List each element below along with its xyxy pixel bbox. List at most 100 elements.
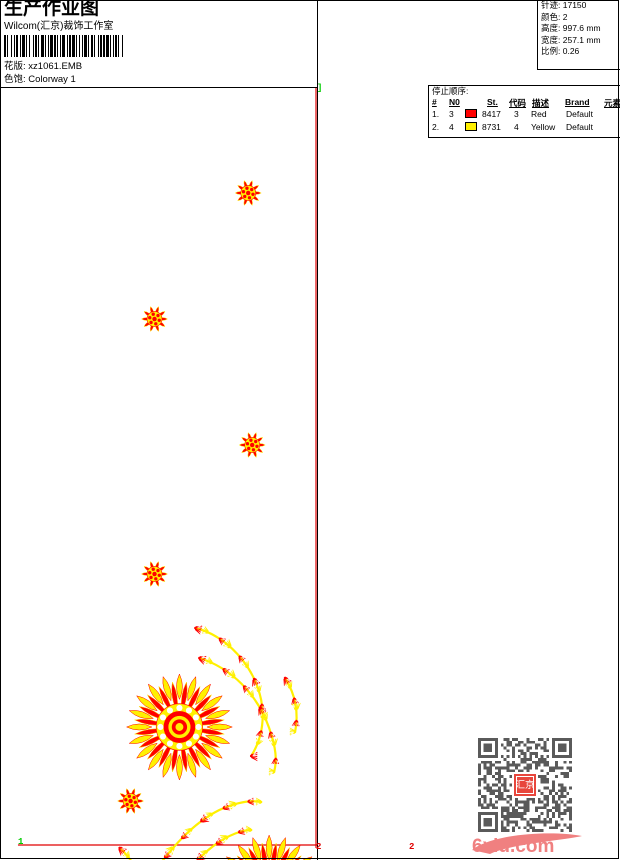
- color-table-row: 2. 4 8731 4 Yellow Default: [429, 122, 620, 135]
- specification-box: 针迹: 17150 颜色: 2 高度: 997.6 mm 宽度: 257.1 mm 比例…: [537, 0, 620, 70]
- design-canvas: [0, 88, 318, 860]
- color-sequence-panel: 停止顺序: # N0 St. 代码 描述 Brand 元素 1. 3 8417 3 Re…: [428, 85, 620, 138]
- spec-label: 宽度:: [541, 34, 561, 45]
- vine-sprig: [242, 660, 250, 669]
- cell-brand: Default: [566, 122, 593, 132]
- cell-description: Red: [531, 109, 547, 119]
- th-description: 描述: [532, 98, 550, 108]
- vine-sprig: [222, 667, 230, 677]
- small-flower: [141, 306, 168, 332]
- vine-sprig: [218, 637, 226, 646]
- vine-sprig: [228, 800, 238, 810]
- small-flower: [238, 432, 266, 458]
- vine-sprig: [122, 850, 130, 859]
- vine-sprig: [219, 835, 229, 844]
- vine-sprig: [249, 751, 258, 762]
- small-flower: [117, 788, 145, 814]
- vine-sprig: [285, 681, 293, 689]
- vine-sprig: [215, 837, 224, 845]
- vine-sprig: [254, 684, 262, 693]
- small-flower: [234, 180, 262, 206]
- brand-logo: 6xiu.com: [472, 833, 582, 856]
- small-flower: [141, 561, 168, 587]
- color-swatch: [465, 109, 477, 118]
- cell-stitches: 8731: [482, 122, 501, 132]
- cell-no: 4: [449, 122, 454, 132]
- colorway-line: 色饱: Colorway 1: [4, 74, 76, 85]
- vine-sprig: [291, 702, 301, 711]
- th-element: 元素: [604, 98, 620, 108]
- embroidery-design: [17, 88, 317, 860]
- color-swatch: [465, 122, 477, 131]
- studio-subtitle: Wilcom(汇京)裁饰工作室: [4, 21, 114, 32]
- vine-sprig: [238, 655, 246, 664]
- color-table-row: 1. 3 8417 3 Red Default: [429, 109, 620, 122]
- qr-code-icon: 汇京: [478, 738, 572, 832]
- registration-mark-top-right: ]: [317, 83, 323, 93]
- header-block: 生产作业图 Wilcom(汇京)裁饰工作室 花版: xz1061.EMB 色饱:…: [0, 0, 318, 88]
- colorway-value: Colorway 1: [28, 74, 76, 85]
- vine-sprig: [237, 827, 246, 835]
- cell-code: 3: [514, 109, 519, 119]
- spec-label: 颜色:: [541, 11, 561, 22]
- cell-no: 3: [449, 109, 454, 119]
- vine-sprig: [260, 713, 268, 721]
- registration-mark-bottom-left: 1: [18, 837, 24, 847]
- vine-sprig: [202, 626, 210, 634]
- design-file-value: xz1061.EMB: [28, 61, 83, 72]
- cell-index: 1.: [432, 109, 440, 119]
- vine-sprig: [180, 832, 190, 840]
- spec-row-2: 高度: 997.6 mm: [538, 23, 620, 35]
- vine-sprig: [227, 669, 236, 679]
- svg-text:汇京: 汇京: [515, 778, 535, 791]
- vine-sprig: [200, 814, 210, 823]
- spec-row-0: 针迹: 17150: [538, 0, 620, 12]
- spec-value: 257.1 mm: [560, 34, 601, 45]
- cell-description: Yellow: [531, 122, 556, 132]
- spec-row-3: 宽度: 257.1 mm: [538, 35, 620, 47]
- brand-text: 6xiu.com: [472, 836, 554, 856]
- large-flower: [126, 673, 233, 781]
- th-brand: Brand: [565, 97, 590, 107]
- vine-sprig: [222, 803, 231, 811]
- stamp-icon: [513, 773, 537, 797]
- vine-sprig: [247, 797, 255, 806]
- spec-value: 17150: [560, 0, 587, 10]
- vine-sprig: [255, 738, 264, 746]
- registration-mark-bottom-mid: 2: [316, 842, 322, 852]
- spec-label: 针迹:: [541, 0, 561, 10]
- vine-sprig: [184, 827, 193, 836]
- color-table-header: # N0 St. 代码 描述 Brand 元素: [429, 97, 620, 109]
- th-no: N0: [449, 97, 460, 107]
- th-index: #: [432, 97, 437, 107]
- vine-sprig: [199, 849, 208, 858]
- design-file-line: 花版: xz1061.EMB: [4, 61, 82, 72]
- spec-label: 比例:: [541, 46, 561, 57]
- spec-value: 997.6 mm: [560, 23, 601, 34]
- design-file-label: 花版:: [4, 61, 26, 72]
- vine-sprig: [223, 638, 232, 649]
- vine-sprig: [118, 846, 127, 857]
- th-stitches: St.: [487, 97, 498, 107]
- vine-sprig: [255, 797, 263, 806]
- spec-row-1: 颜色: 2: [538, 12, 620, 24]
- stop-sequence-label: 停止顺序:: [432, 86, 469, 96]
- vine-sprig: [246, 689, 254, 698]
- spec-value: 2: [560, 11, 568, 22]
- cell-stitches: 8417: [482, 109, 501, 119]
- th-code: 代码: [509, 98, 527, 108]
- vine-sprig: [242, 685, 250, 694]
- spec-value: 0.26: [560, 46, 580, 57]
- cell-code: 4: [514, 122, 519, 132]
- large-flower: [225, 834, 313, 860]
- vine-sprig: [283, 676, 292, 687]
- vine-sprig: [258, 706, 267, 717]
- registration-mark-bottom-right: 2: [409, 842, 415, 852]
- page-title: 生产作业图: [4, 0, 100, 19]
- watermark-block: 汇京 6xiu.com: [470, 738, 590, 856]
- colorway-label: 色饱:: [4, 74, 26, 85]
- spec-label: 高度:: [541, 23, 561, 34]
- vine-sprig: [165, 846, 175, 855]
- vine-sprig: [291, 697, 299, 705]
